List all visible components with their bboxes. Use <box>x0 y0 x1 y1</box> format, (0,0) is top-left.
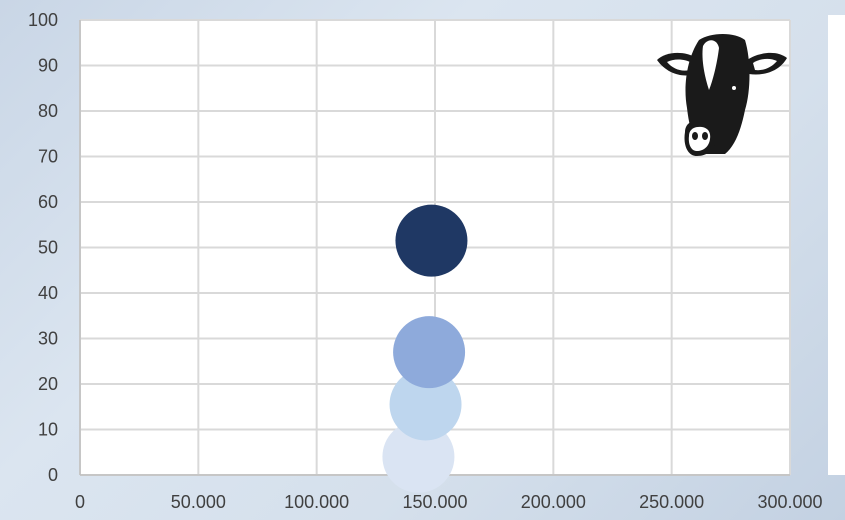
x-tick-label: 0 <box>75 492 85 512</box>
bubble-1 <box>382 420 455 493</box>
x-tick-label: 100.000 <box>284 492 349 512</box>
y-tick-label: 30 <box>38 329 58 349</box>
y-tick-label: 100 <box>28 10 58 30</box>
bubble-2 <box>389 368 462 441</box>
y-tick-label: 60 <box>38 192 58 212</box>
y-tick-label: 50 <box>38 238 58 258</box>
bubble-3 <box>393 316 466 389</box>
y-tick-label: 40 <box>38 283 58 303</box>
y-axis-ticks: 0 10 20 30 40 50 60 70 80 90 100 <box>28 10 58 485</box>
bubble-series <box>382 204 468 493</box>
y-tick-label: 90 <box>38 56 58 76</box>
cow-head-icon <box>657 34 787 156</box>
x-tick-label: 50.000 <box>171 492 226 512</box>
y-tick-label: 70 <box>38 147 58 167</box>
y-tick-label: 10 <box>38 420 58 440</box>
x-axis-ticks: 0 50.000 100.000 150.000 200.000 250.000 300.0… <box>75 492 823 512</box>
x-tick-label: 300.000 <box>757 492 822 512</box>
y-tick-label: 80 <box>38 101 58 121</box>
x-tick-label: 250.000 <box>639 492 704 512</box>
bubble-4 <box>395 204 468 277</box>
x-tick-label: 150.000 <box>402 492 467 512</box>
y-tick-label: 0 <box>48 465 58 485</box>
x-tick-label: 200.000 <box>521 492 586 512</box>
side-panel <box>828 15 845 475</box>
y-tick-label: 20 <box>38 374 58 394</box>
